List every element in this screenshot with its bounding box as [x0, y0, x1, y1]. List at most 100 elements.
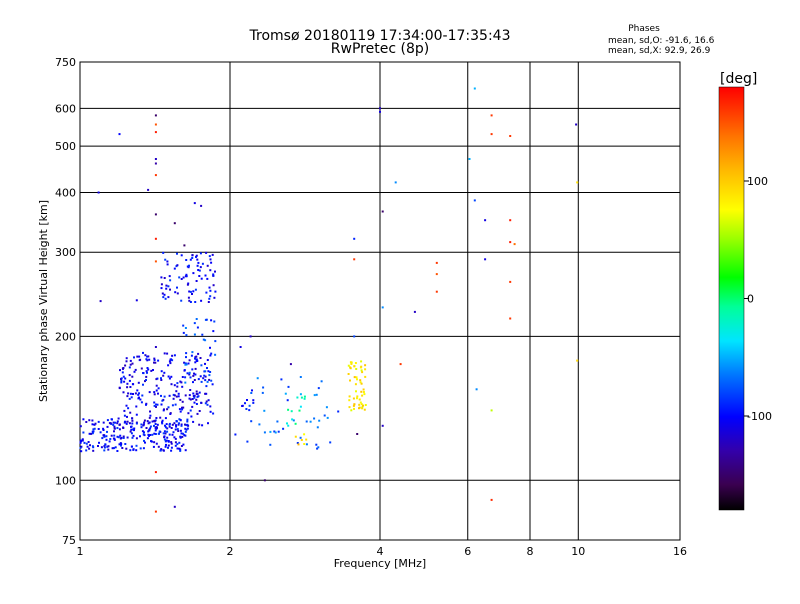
echo-point [207, 422, 209, 425]
echo-point [198, 423, 201, 426]
echo-point [168, 425, 171, 428]
echo-point [291, 418, 294, 421]
echo-point [178, 441, 181, 444]
echo-point [154, 260, 157, 263]
echo-point [186, 418, 189, 421]
echo-point [205, 392, 208, 395]
echo-point [80, 450, 83, 453]
echo-point [85, 421, 88, 423]
echo-point [193, 379, 196, 381]
echo-point [121, 447, 124, 449]
echo-point [154, 361, 157, 364]
echo-point [170, 446, 173, 449]
echo-point [282, 427, 285, 430]
echo-point [317, 446, 320, 449]
echo-point [112, 421, 115, 424]
echo-point [175, 395, 178, 398]
echo-point [359, 379, 362, 382]
echo-point [182, 276, 185, 279]
echo-point [435, 273, 438, 276]
echo-point [176, 382, 179, 385]
y-tick-label: 75 [62, 534, 76, 547]
echo-point [92, 430, 95, 433]
echo-point [284, 392, 287, 395]
echo-point [184, 362, 187, 365]
echo-point [196, 412, 199, 415]
echo-point [269, 430, 272, 433]
echo-point [490, 133, 493, 136]
echo-point [132, 393, 134, 395]
echo-point [166, 408, 169, 411]
echo-point [176, 264, 179, 267]
echo-point [193, 401, 196, 404]
echo-point [360, 390, 363, 393]
echo-point [146, 437, 149, 440]
echo-point [177, 430, 180, 432]
echo-point [128, 422, 131, 425]
echo-point [138, 396, 140, 399]
echo-point [364, 404, 367, 406]
echo-point [193, 372, 195, 375]
echo-point [173, 436, 176, 439]
echo-point [142, 423, 145, 426]
echo-point [204, 339, 207, 342]
echo-point [361, 371, 364, 374]
echo-point [149, 425, 152, 428]
echo-point [118, 133, 121, 136]
echo-point [182, 443, 185, 446]
echo-point [195, 403, 198, 405]
echo-point [158, 432, 160, 435]
echo-point [107, 445, 110, 448]
echo-point [154, 429, 157, 432]
echo-point [361, 407, 364, 410]
echo-point [180, 254, 183, 257]
echo-point [197, 261, 200, 264]
echo-point [305, 438, 308, 441]
echo-point [362, 391, 365, 393]
echo-point [148, 434, 150, 437]
echo-point [161, 292, 164, 295]
echo-point [154, 471, 157, 474]
echo-point [188, 371, 191, 374]
echo-point [138, 355, 141, 358]
echo-point [140, 401, 143, 404]
echo-point [165, 423, 168, 426]
echo-point [163, 395, 166, 398]
echo-point [89, 444, 91, 447]
echo-point [249, 335, 252, 338]
echo-point [108, 422, 111, 425]
echo-point [198, 275, 201, 277]
echo-point [94, 422, 97, 425]
echo-point [123, 409, 126, 412]
echo-point [204, 375, 207, 378]
echo-point [91, 419, 94, 422]
echo-point [214, 340, 217, 343]
echo-point [212, 274, 215, 277]
echo-point [203, 374, 206, 377]
echo-point [175, 390, 178, 393]
echo-point [113, 434, 116, 437]
echo-point [263, 431, 266, 434]
echo-point [162, 374, 165, 377]
echo-point [198, 410, 201, 412]
echo-point [192, 420, 195, 423]
echo-point [191, 257, 194, 259]
echo-point [177, 392, 180, 395]
echo-point [177, 395, 180, 398]
echo-point [194, 288, 197, 291]
echo-point [166, 352, 169, 355]
echo-point [185, 334, 188, 337]
echo-point [299, 436, 302, 439]
echo-point [144, 441, 146, 444]
echo-point [139, 398, 142, 401]
x-axis-label: Frequency [MHz] [334, 557, 426, 570]
echo-point [100, 446, 103, 449]
echo-point [139, 358, 142, 361]
echo-point [183, 244, 186, 247]
echo-point [101, 437, 104, 440]
echo-point [160, 448, 163, 451]
echo-point [185, 273, 188, 276]
echo-point [179, 380, 182, 383]
echo-point [130, 445, 133, 448]
echo-point [316, 447, 319, 450]
